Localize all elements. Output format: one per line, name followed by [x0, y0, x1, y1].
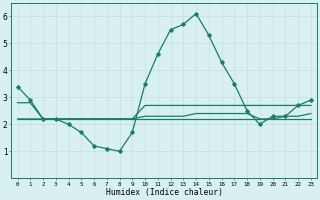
X-axis label: Humidex (Indice chaleur): Humidex (Indice chaleur): [106, 188, 223, 197]
